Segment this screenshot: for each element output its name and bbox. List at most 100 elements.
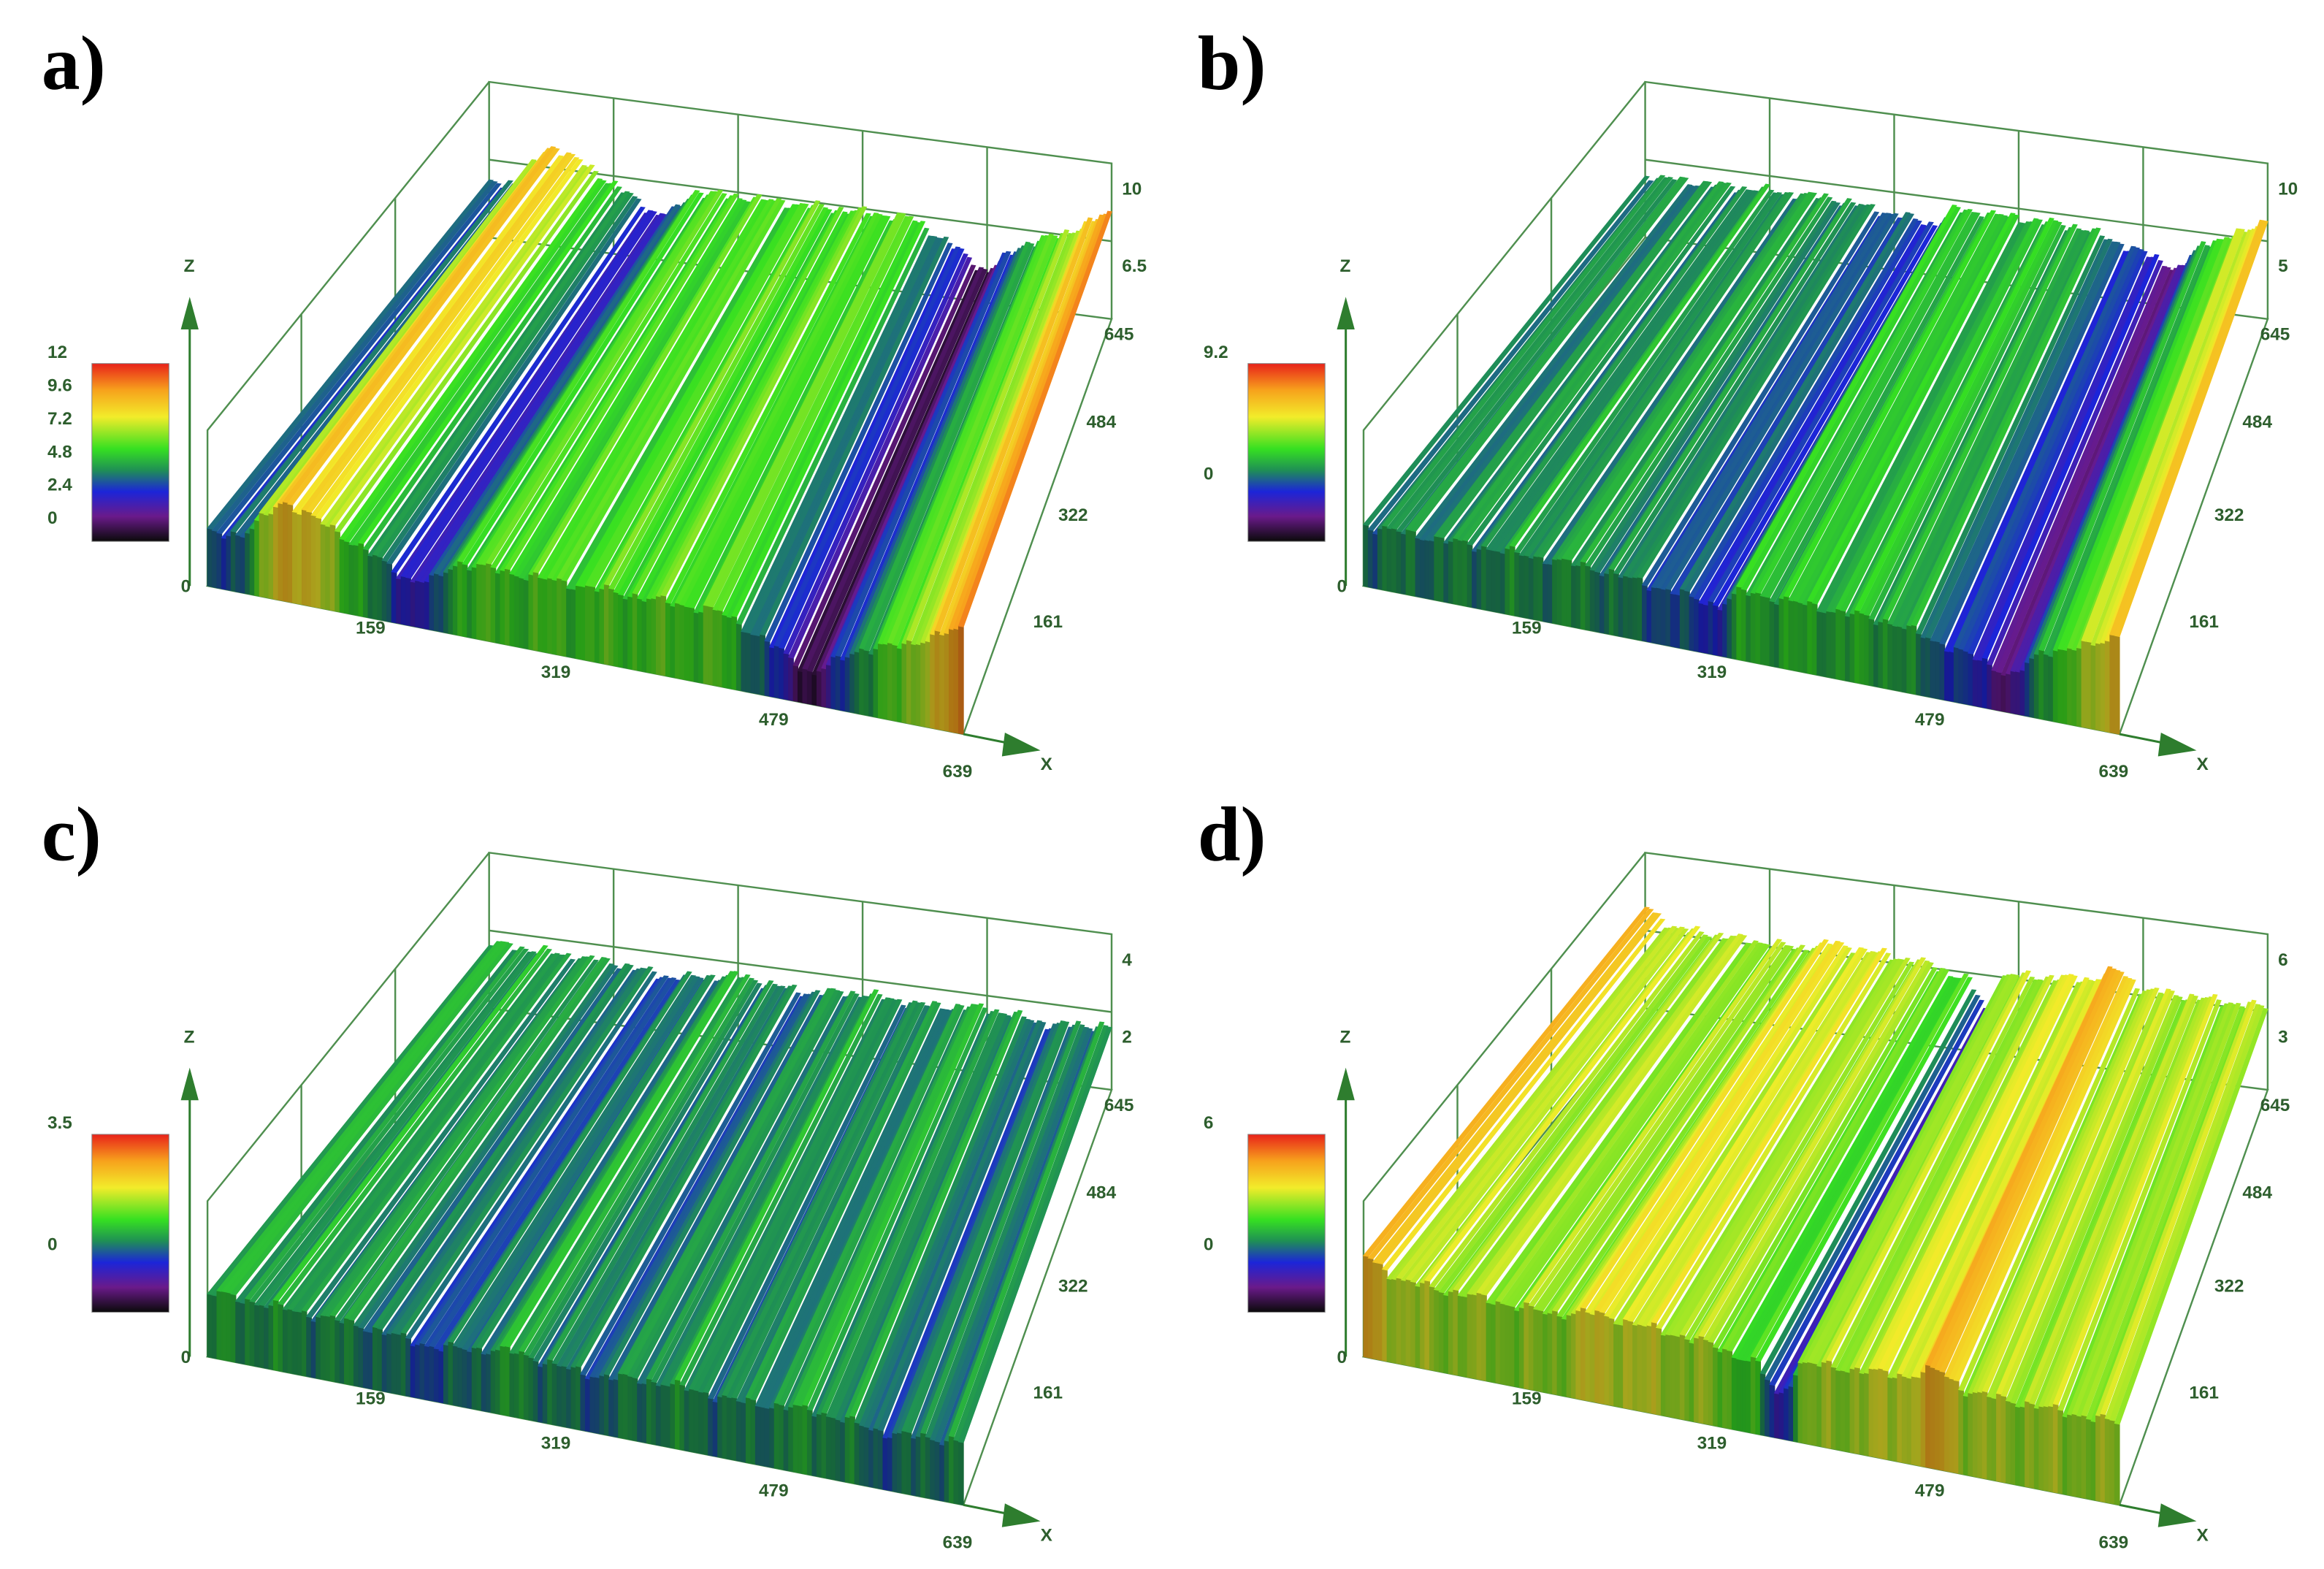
- surface-skirt: [1703, 603, 1709, 654]
- surface-skirt: [735, 622, 742, 692]
- surface-strip: [1878, 974, 2074, 1370]
- surface-skirt: [854, 651, 860, 714]
- surface-skirt: [1840, 1370, 1846, 1452]
- surface-skirt: [1613, 572, 1619, 637]
- surface-skirt: [1405, 528, 1412, 596]
- surface-strip: [1995, 267, 2171, 673]
- surface-strip: [1807, 213, 2016, 603]
- surface-strip: [1764, 212, 1981, 598]
- surface-skirt: [957, 625, 964, 735]
- surface-skirt: [339, 538, 345, 614]
- surface-skirt: [773, 1402, 780, 1470]
- surface-skirt: [906, 1431, 912, 1495]
- surface-strip: [301, 953, 572, 1312]
- surface-skirt: [1953, 1379, 1960, 1474]
- surface-skirt: [1840, 609, 1846, 682]
- surface-skirt: [424, 1345, 430, 1401]
- x-arrow: [1001, 1503, 1041, 1527]
- surface-skirt: [221, 537, 227, 590]
- surface-strip: [1603, 945, 1849, 1318]
- surface-strip: [1665, 213, 1899, 590]
- surface-strip: [759, 236, 949, 636]
- surface-strip: [211, 180, 498, 532]
- surface-strip: [400, 966, 654, 1334]
- surface-skirt: [1528, 557, 1534, 620]
- surface-strip: [934, 217, 1093, 633]
- surface-strip: [1367, 909, 1654, 1260]
- surface-skirt: [467, 569, 473, 638]
- surface-skirt: [840, 1421, 846, 1483]
- surface-skirt: [1457, 539, 1464, 606]
- surface-skirt: [788, 656, 794, 702]
- surface-strip: [651, 993, 860, 1383]
- surface-skirt: [868, 1429, 874, 1488]
- surface-strip: [1362, 906, 1651, 1257]
- surface-skirt: [1372, 532, 1379, 589]
- surface-skirt: [1689, 1341, 1695, 1422]
- surface-skirt: [1618, 1324, 1624, 1408]
- surface-skirt: [1849, 612, 1856, 683]
- surface-skirt: [1476, 1291, 1483, 1381]
- surface-skirt: [1816, 610, 1823, 676]
- surface-skirt: [268, 1304, 275, 1370]
- surface-strip: [334, 959, 599, 1321]
- surface-skirt: [1434, 1289, 1440, 1373]
- surface-skirt: [1537, 1309, 1544, 1393]
- surface-skirt: [1514, 551, 1521, 617]
- surface-strip: [1381, 918, 1666, 1271]
- surface-skirt: [665, 1384, 671, 1448]
- surface-skirt: [1920, 636, 1927, 697]
- x-tick-label: 639: [943, 762, 973, 782]
- surface-strip: [343, 180, 607, 543]
- surface-skirt: [400, 1332, 407, 1397]
- y-tick-label: 322: [1058, 505, 1088, 525]
- surface-skirt: [1613, 1323, 1619, 1408]
- surface-strip: [589, 203, 809, 588]
- surface-skirt: [1679, 588, 1686, 650]
- surface-skirt: [1981, 1390, 1988, 1480]
- surface-skirt: [405, 576, 411, 627]
- y-tick-label: 645: [2260, 325, 2290, 345]
- surface-skirt: [1708, 1340, 1714, 1427]
- surface-skirt: [1481, 1293, 1487, 1382]
- surface-skirt: [1448, 1290, 1454, 1375]
- surface-skirt: [1410, 530, 1416, 597]
- surface-skirt: [457, 1346, 463, 1408]
- surface-skirt: [1868, 1367, 1875, 1458]
- surface-strip: [353, 963, 615, 1326]
- z-arrow: [1337, 297, 1355, 329]
- surface-skirt: [1892, 1376, 1898, 1462]
- surface-skirt: [835, 1419, 841, 1482]
- surface-skirt: [1472, 550, 1478, 609]
- surface-skirt: [788, 1405, 794, 1473]
- surface-strip: [2005, 995, 2179, 1402]
- surface-skirt: [561, 579, 567, 657]
- surface-skirt: [1778, 1392, 1785, 1440]
- surface-strip: [688, 215, 891, 608]
- surface-skirt: [1968, 1392, 1974, 1477]
- surface-skirt: [481, 1353, 487, 1412]
- surface-skirt: [1566, 558, 1572, 627]
- surface-skirt: [495, 572, 501, 644]
- surface-strip: [1934, 241, 2121, 643]
- surface-skirt: [1816, 1364, 1823, 1448]
- surface-skirt: [1991, 669, 1998, 711]
- surface-skirt: [618, 1373, 624, 1439]
- surface-strip: [1476, 934, 1743, 1294]
- y-tick-label: 322: [2214, 505, 2244, 525]
- surface-skirt: [915, 643, 922, 727]
- surface-skirt: [1386, 527, 1393, 592]
- surface-skirt: [599, 587, 605, 665]
- surface-skirt: [509, 1352, 516, 1418]
- surface-skirt: [2081, 639, 2087, 728]
- surface-skirt: [433, 1348, 440, 1403]
- surface-skirt: [589, 585, 596, 663]
- surface-strip: [1863, 221, 2063, 616]
- surface-skirt: [1632, 576, 1638, 641]
- surface-skirt: [934, 630, 941, 730]
- z-tick-label: 6.5: [1122, 256, 1147, 276]
- surface-skirt: [381, 1333, 388, 1393]
- surface-skirt: [1873, 1367, 1879, 1459]
- surface-strip: [1608, 947, 1852, 1320]
- surface-skirt: [608, 1378, 614, 1438]
